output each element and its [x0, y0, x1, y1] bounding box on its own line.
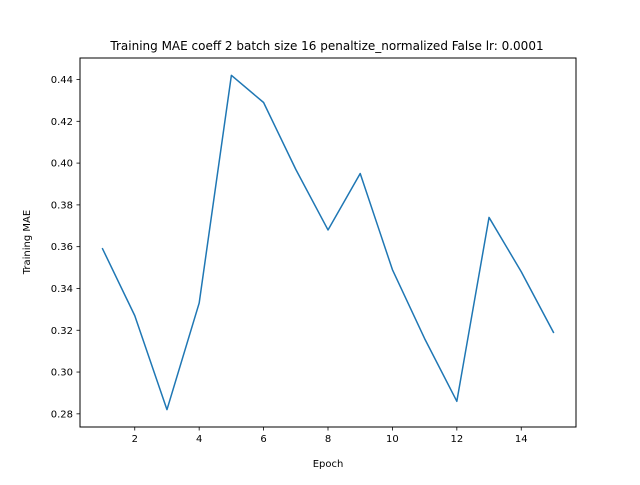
y-tick-label: 0.40 — [51, 159, 73, 170]
x-tick-label: 4 — [196, 434, 202, 445]
x-tick-label: 2 — [132, 434, 138, 445]
x-tick-label: 6 — [260, 434, 266, 445]
x-tick-label: 8 — [325, 434, 331, 445]
chart-title: Training MAE coeff 2 batch size 16 penal… — [109, 39, 543, 53]
x-tick-label: 10 — [386, 434, 399, 445]
x-tick-label: 12 — [450, 434, 463, 445]
y-tick-label: 0.42 — [51, 117, 73, 128]
y-tick-label: 0.32 — [51, 326, 73, 337]
y-tick-label: 0.34 — [51, 284, 73, 295]
y-tick-label: 0.36 — [51, 242, 73, 253]
y-tick-label: 0.38 — [51, 200, 73, 211]
y-axis-label: Training MAE — [22, 210, 33, 275]
x-tick-label: 14 — [515, 434, 528, 445]
y-tick-label: 0.30 — [51, 368, 73, 379]
y-tick-label: 0.44 — [51, 75, 73, 86]
x-axis-label: Epoch — [313, 459, 344, 470]
y-tick-label: 0.28 — [51, 409, 73, 420]
